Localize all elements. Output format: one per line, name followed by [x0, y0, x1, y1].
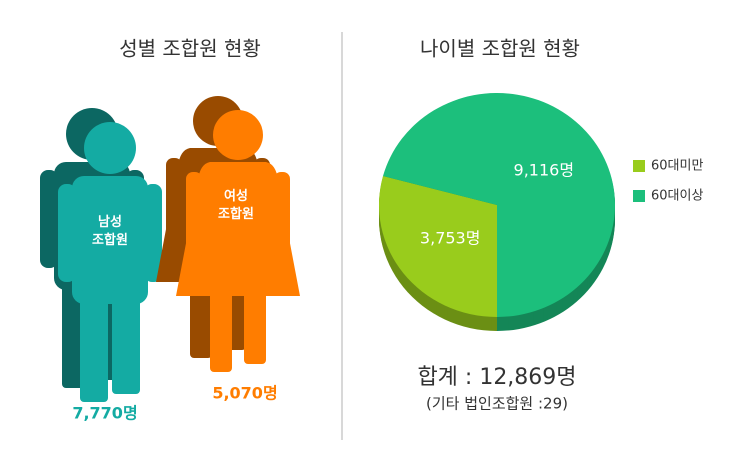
- category-label: 여성 조합원: [218, 189, 254, 222]
- value-label: 3,753명: [420, 229, 481, 248]
- value-label: 7,770명: [72, 404, 137, 423]
- pie-slice: [379, 176, 497, 317]
- legend-label: 60대이상: [651, 189, 703, 204]
- note: (기타 법인조합원 :29): [426, 395, 568, 413]
- pie: 3,753명 60대미만 9,116명 60대이상: [379, 93, 703, 331]
- legend-label: 60대미만: [651, 159, 703, 174]
- legend-swatch: [633, 190, 645, 202]
- pie-slice: [383, 93, 615, 317]
- total-label: 합계 : 12,869명: [417, 365, 576, 390]
- chart-title: 성별 조합원 현황: [119, 37, 261, 61]
- legend-swatch: [633, 160, 645, 172]
- value-label: 5,070명: [212, 384, 277, 403]
- category-label: 남성 조합원: [92, 215, 128, 248]
- male-figure: [40, 108, 162, 402]
- female-figure: [156, 96, 300, 372]
- chart-title: 나이별 조합원 현황: [420, 37, 580, 61]
- value-label: 9,116명: [514, 160, 575, 179]
